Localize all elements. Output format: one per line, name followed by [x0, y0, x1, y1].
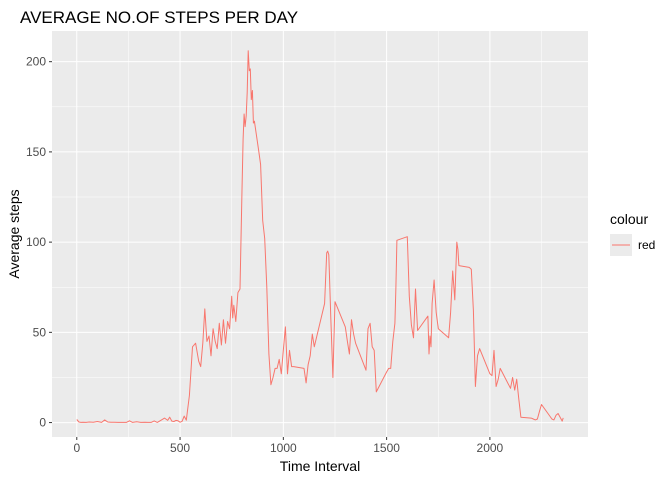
minor-gridlines: [52, 31, 588, 437]
chart-title: AVERAGE NO.OF STEPS PER DAY: [20, 8, 298, 27]
major-gridlines: [52, 31, 588, 437]
legend: colour red: [610, 211, 655, 256]
series-line-red: [76, 50, 564, 423]
x-tick-label: 500: [170, 441, 190, 455]
x-tick-label: 1000: [270, 441, 297, 455]
y-tick-label: 100: [26, 235, 46, 249]
y-tick-label: 150: [26, 145, 46, 159]
x-tick-label: 0: [73, 441, 80, 455]
plot-panel: [52, 31, 588, 437]
series-layer: [76, 50, 564, 423]
x-axis-label: Time Interval: [280, 458, 360, 474]
legend-title: colour: [610, 211, 648, 227]
legend-label-red: red: [638, 238, 655, 252]
y-tick-label: 50: [33, 325, 47, 339]
x-tick-label: 1500: [373, 441, 400, 455]
x-axis-ticks: 0 500 1000 1500 2000: [73, 437, 504, 455]
y-axis-ticks: 0 50 100 150 200: [26, 55, 52, 430]
y-tick-label: 200: [26, 55, 46, 69]
x-tick-label: 2000: [477, 441, 504, 455]
y-tick-label: 0: [39, 416, 46, 430]
y-axis-label: Average steps: [6, 189, 22, 278]
